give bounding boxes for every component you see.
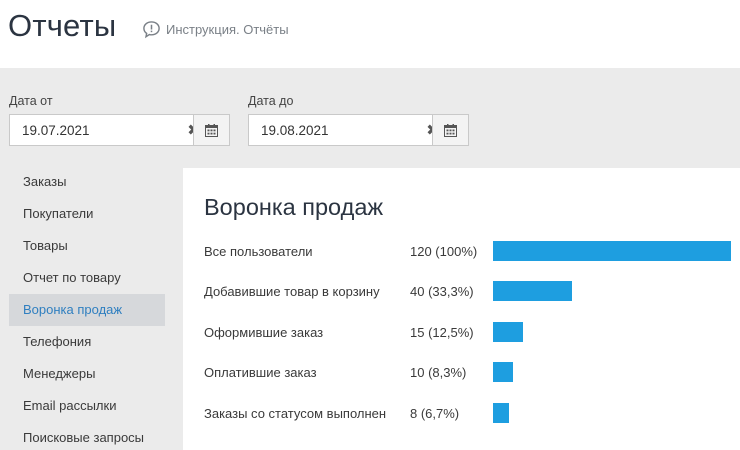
calendar-button[interactable]: [193, 115, 229, 145]
help-link-text: Инструкция. Отчёты: [166, 22, 289, 37]
date-to-box: ✖: [248, 114, 469, 146]
sidebar-item-sales-funnel[interactable]: Воронка продаж: [9, 294, 165, 326]
date-from-group: Дата от ✖: [9, 94, 230, 146]
date-to-input[interactable]: [249, 115, 427, 145]
sidebar-item-product-report[interactable]: Отчет по товару: [23, 270, 121, 285]
funnel-title: Воронка продаж: [204, 194, 384, 220]
funnel-bar: [493, 403, 509, 423]
funnel-row-label: Заказы со статусом выполнен: [204, 406, 387, 421]
funnel-row: Оплатившие заказ 10 (8,3%): [204, 362, 740, 384]
calendar-button[interactable]: [432, 115, 468, 145]
funnel-row-value: 120 (100%): [410, 244, 478, 259]
funnel-row: Добавившие товар в корзину 40 (33,3%): [204, 281, 740, 303]
funnel-bar: [493, 281, 572, 301]
funnel-row-label: Добавившие товар в корзину: [204, 284, 380, 299]
sidebar-item-telephony[interactable]: Телефония: [23, 334, 92, 349]
calendar-icon: [205, 123, 218, 137]
date-to-label: Дата до: [248, 94, 294, 108]
funnel-row-value: 10 (8,3%): [410, 365, 467, 380]
funnel-row-value: 40 (33,3%): [410, 284, 474, 299]
funnel-panel: Воронка продаж Все пользователи 120 (100…: [183, 168, 740, 450]
funnel-row: Все пользователи 120 (100%): [204, 241, 740, 263]
reports-sidebar: Заказы Покупатели Товары Отчет по товару…: [9, 166, 165, 450]
speech-bubble-info-icon: [143, 21, 160, 39]
funnel-row-value: 15 (12,5%): [410, 325, 474, 340]
funnel-bar: [493, 241, 731, 261]
sidebar-item-search-queries[interactable]: Поисковые запросы: [23, 430, 145, 445]
calendar-icon: [444, 123, 457, 137]
sidebar-item-orders[interactable]: Заказы: [23, 174, 67, 189]
sidebar-item-managers[interactable]: Менеджеры: [23, 366, 96, 381]
sidebar-item-products[interactable]: Товары: [23, 238, 68, 253]
funnel-bar: [493, 322, 523, 342]
funnel-row: Оформившие заказ 15 (12,5%): [204, 322, 740, 344]
funnel-row-label: Оформившие заказ: [204, 325, 324, 340]
page-header: Отчеты Инструкция. Отчёты: [0, 0, 740, 68]
sidebar-item-email-campaigns[interactable]: Email рассылки: [23, 398, 117, 413]
funnel-row: Заказы со статусом выполнен 8 (6,7%): [204, 403, 740, 425]
page-title: Отчеты: [8, 8, 117, 43]
funnel-row-value: 8 (6,7%): [410, 406, 460, 421]
date-from-box: ✖: [9, 114, 230, 146]
funnel-row-label: Все пользователи: [204, 244, 313, 259]
sidebar-item-customers[interactable]: Покупатели: [23, 206, 94, 221]
funnel-row-label: Оплатившие заказ: [204, 365, 317, 380]
help-link[interactable]: Инструкция. Отчёты: [142, 20, 289, 39]
funnel-bar: [493, 362, 513, 382]
report-content: Дата от ✖ Дата до: [0, 68, 740, 450]
date-from-label: Дата от: [9, 94, 53, 108]
date-from-input[interactable]: [10, 115, 188, 145]
date-to-group: Дата до ✖: [248, 94, 469, 146]
